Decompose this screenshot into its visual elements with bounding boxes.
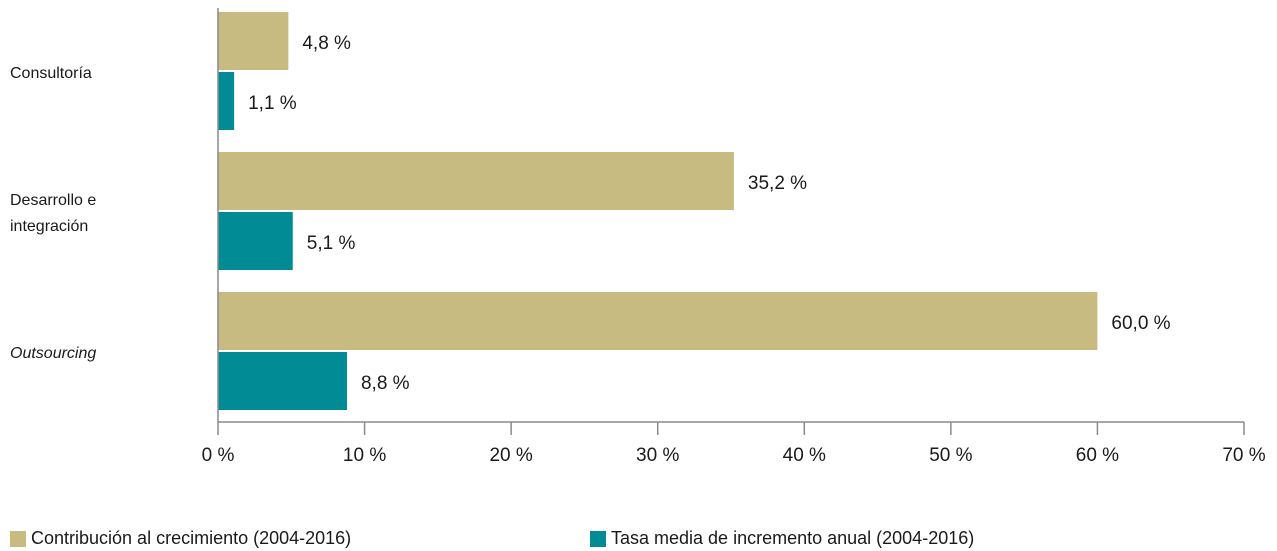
- legend-label-tasa: Tasa media de incremento anual (2004-201…: [611, 528, 975, 548]
- category-label-desarrollo-e-integracion: Desarrollo e integración: [10, 192, 96, 235]
- x-tick-label-50: 50 %: [929, 445, 972, 466]
- legend-item-contribucion: Contribución al crecimiento (2004-2016): [10, 528, 351, 549]
- x-tick-label-40: 40 %: [783, 445, 826, 466]
- legend-swatch-contribucion: [10, 530, 26, 547]
- bar-consultoria-tasa: [218, 72, 235, 130]
- data-label-outsourcing-tasa: 8,8 %: [361, 373, 410, 394]
- x-tick-label-30: 30 %: [636, 445, 679, 466]
- category-label-outsourcing: Outsourcing: [10, 345, 96, 362]
- category-label-consultoria: Consultoría: [10, 65, 92, 82]
- legend-swatch-tasa: [590, 530, 606, 547]
- x-tick-label-10: 10 %: [343, 445, 386, 466]
- labels-group: 4,8 % 1,1 % Consultoría 35,2 % 5,1 % Desarrol…: [10, 33, 1171, 394]
- x-tick-label-0: 0 %: [202, 445, 235, 466]
- bar-consultoria-contribucion: [218, 12, 289, 70]
- bar-outsourcing-contribucion: [218, 292, 1098, 350]
- bars-group: [218, 12, 1098, 410]
- legend-label-contribucion: Contribución al crecimiento (2004-2016): [31, 528, 352, 548]
- axes-group: 0 % 10 % 20 % 30 % 40 % 50 % 60 % 70 %: [202, 8, 1266, 466]
- x-tick-label-70: 70 %: [1222, 445, 1265, 466]
- data-label-outsourcing-contribucion: 60,0 %: [1111, 313, 1170, 334]
- data-label-desarrollo-e-integracion-tasa: 5,1 %: [307, 233, 356, 254]
- data-label-consultoria-tasa: 1,1 %: [248, 93, 297, 114]
- bar-desarrollo-e-integracion-tasa: [218, 212, 293, 270]
- bar-outsourcing-tasa: [218, 352, 347, 410]
- data-label-desarrollo-e-integracion-contribucion: 35,2 %: [748, 173, 807, 194]
- data-label-consultoria-contribucion: 4,8 %: [302, 33, 351, 54]
- x-tick-label-60: 60 %: [1076, 445, 1119, 466]
- legend-item-tasa: Tasa media de incremento anual (2004-201…: [590, 528, 974, 549]
- bar-desarrollo-e-integracion-contribucion: [218, 152, 734, 210]
- x-tick-label-20: 20 %: [489, 445, 532, 466]
